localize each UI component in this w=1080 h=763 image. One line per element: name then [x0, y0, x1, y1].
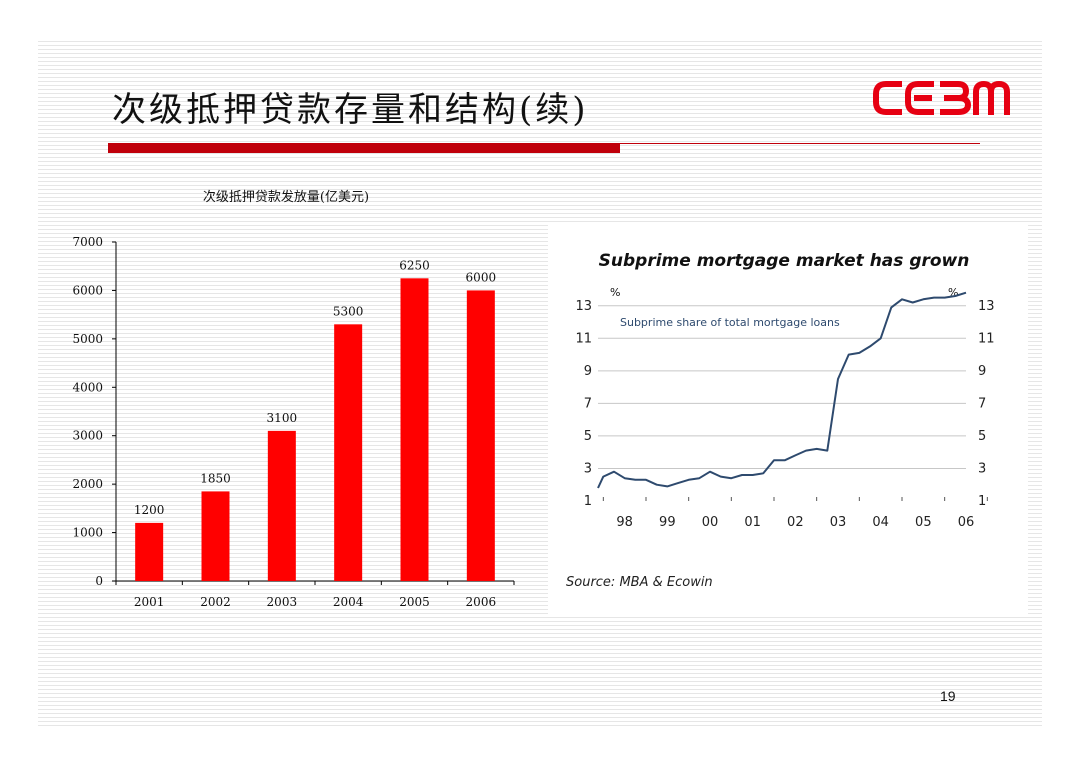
line-x-tick-label: 98 [616, 515, 633, 530]
bar-y-tick-label: 6000 [72, 283, 103, 297]
y-unit-right: % [948, 286, 958, 299]
line-y-tick-label-right: 1 [978, 494, 986, 509]
line-y-tick-label-right: 11 [978, 331, 995, 346]
cebm-logo [873, 80, 1010, 115]
bar-x-tick-label: 2005 [399, 595, 430, 609]
bar-y-tick-label: 3000 [72, 429, 103, 443]
bar-2005 [400, 278, 429, 581]
line-chart-title: Subprime mortgage market has grown [599, 251, 970, 271]
line-y-tick-label-left: 13 [575, 299, 592, 314]
title-underline-thick [108, 143, 620, 153]
page-number: 19 [940, 688, 956, 704]
bar-x-tick-label: 2001 [134, 595, 165, 609]
line-x-tick-label: 06 [958, 515, 975, 530]
bar-data-label: 1200 [134, 503, 165, 517]
line-y-tick-label-right: 3 [978, 461, 986, 476]
line-y-tick-label-left: 3 [584, 461, 592, 476]
bar-y-tick-label: 2000 [72, 477, 103, 491]
bar-chart-title: 次级抵押贷款发放量(亿美元) [203, 189, 369, 205]
bar-2003 [267, 430, 296, 581]
title-underline-thin [620, 143, 980, 144]
bar-x-tick-label: 2006 [466, 595, 497, 609]
series-label: Subprime share of total mortgage loans [620, 316, 840, 329]
subprime-share-line [597, 291, 967, 489]
line-y-tick-label-left: 9 [584, 364, 592, 379]
line-x-tick-label: 04 [872, 515, 889, 530]
bar-2006 [466, 290, 495, 581]
line-y-tick-label-left: 11 [575, 331, 592, 346]
source-note: Source: MBA & Ecowin [566, 575, 713, 590]
bar-data-label: 6250 [399, 258, 430, 272]
line-x-tick-label: 05 [915, 515, 932, 530]
line-y-tick-label-right: 9 [978, 364, 986, 379]
line-y-tick-label-right: 7 [978, 396, 986, 411]
line-y-tick-label-left: 7 [584, 396, 592, 411]
line-y-tick-label-left: 1 [584, 494, 592, 509]
line-y-tick-label-right: 5 [978, 429, 986, 444]
subprime-share-line-chart: Subprime mortgage market has grown % % S… [566, 251, 995, 590]
bar-y-tick-label: 4000 [72, 380, 103, 394]
slide-title: 次级抵押贷款存量和结构(续) [112, 90, 589, 130]
bar-2001 [135, 522, 164, 581]
bar-y-tick-label: 0 [95, 574, 103, 588]
bar-x-tick-label: 2004 [333, 595, 364, 609]
bar-y-tick-label: 1000 [72, 526, 103, 540]
line-x-tick-label: 00 [702, 515, 719, 530]
line-chart-panel [548, 222, 1028, 614]
bar-data-label: 1850 [200, 471, 231, 485]
line-x-tick-label: 02 [787, 515, 804, 530]
bar-x-tick-label: 2002 [200, 595, 231, 609]
y-unit-left: % [610, 286, 620, 299]
bar-2002 [201, 491, 230, 581]
line-x-tick-label: 01 [744, 515, 761, 530]
bar-data-label: 3100 [267, 411, 298, 425]
bar-x-tick-label: 2003 [267, 595, 298, 609]
bar-data-label: 5300 [333, 304, 364, 318]
line-y-tick-label-left: 5 [584, 429, 592, 444]
bar-2004 [334, 324, 363, 581]
line-y-tick-label-right: 13 [978, 299, 995, 314]
bar-data-label: 6000 [466, 270, 497, 284]
line-x-tick-label: 03 [830, 515, 847, 530]
issuance-bar-chart: 次级抵押贷款发放量(亿美元) 0 1000 2000 3000 4000 5000 6000… [72, 189, 515, 609]
bar-y-tick-label: 5000 [72, 332, 103, 346]
bar-y-tick-label: 7000 [72, 235, 103, 249]
line-x-tick-label: 99 [659, 515, 676, 530]
